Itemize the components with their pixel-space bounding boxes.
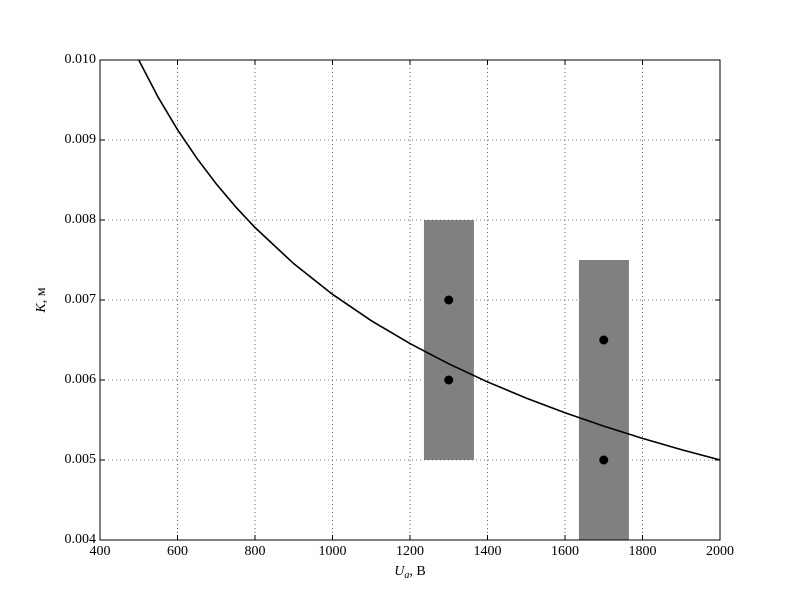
y-tick-label: 0.007 — [65, 292, 97, 307]
x-tick-label: 2000 — [706, 544, 734, 559]
x-tick-label: 1000 — [319, 544, 347, 559]
y-label-unit: , м — [34, 287, 49, 303]
y-tick-label: 0.005 — [65, 452, 97, 467]
point — [599, 335, 609, 345]
x-label-symbol: U — [394, 564, 405, 579]
x-axis-label: Ua, В — [394, 564, 425, 581]
y-label-symbol: K — [34, 303, 49, 314]
range-box — [578, 260, 629, 540]
curve — [138, 60, 720, 461]
x-tick-label: 800 — [245, 544, 266, 559]
x-label-subscript: a — [404, 570, 409, 581]
plot-frame — [99, 59, 721, 541]
y-tick-label: 0.010 — [65, 52, 97, 67]
x-tick-label: 1800 — [629, 544, 657, 559]
x-tick-label: 600 — [167, 544, 188, 559]
point — [444, 375, 454, 385]
y-tick-label: 0.006 — [65, 372, 97, 387]
x-tick-label: 1200 — [396, 544, 424, 559]
x-tick-label: 400 — [90, 544, 111, 559]
y-axis-label: K, м — [34, 287, 49, 313]
y-tick-label: 0.009 — [65, 132, 97, 147]
x-tick-label: 1400 — [474, 544, 502, 559]
y-tick-label: 0.008 — [65, 212, 97, 227]
x-label-unit: , В — [409, 564, 425, 579]
x-tick-label: 1600 — [551, 544, 579, 559]
y-tick-label: 0.004 — [65, 532, 97, 547]
point — [444, 295, 454, 305]
point — [599, 455, 609, 465]
range-box — [423, 220, 474, 460]
